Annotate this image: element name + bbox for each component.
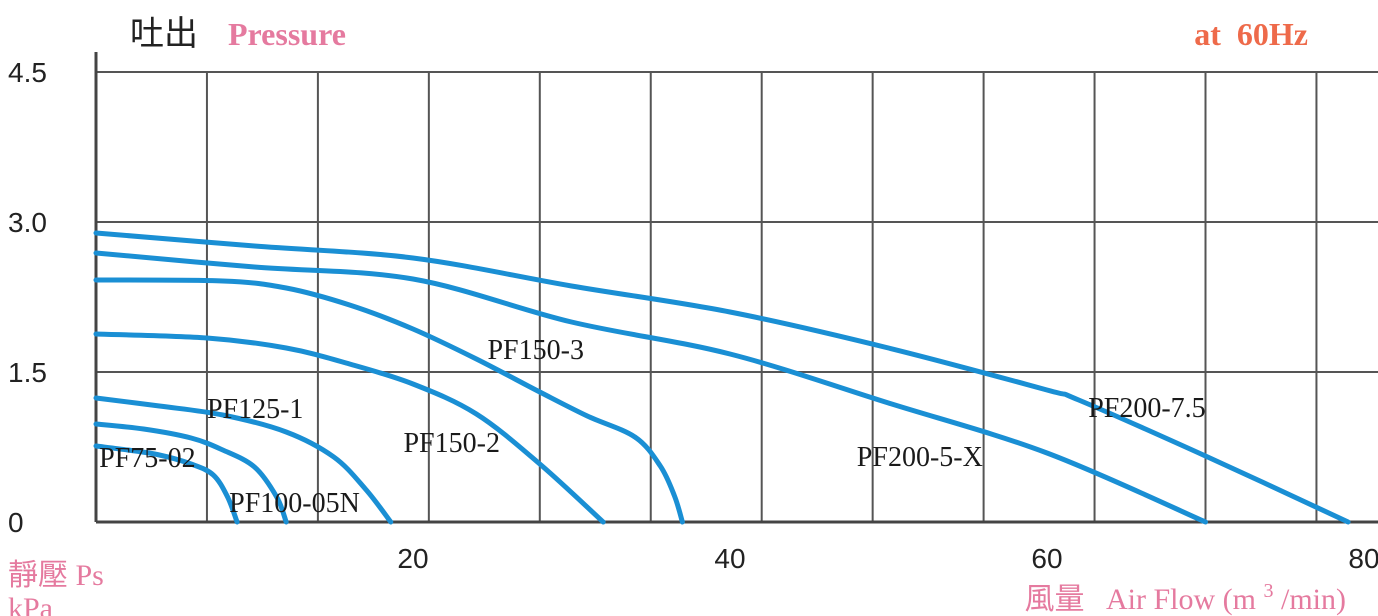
x-tick-label: 20 — [397, 543, 428, 574]
title-cn: 吐出 — [130, 14, 198, 54]
curve-pf75-02 — [93, 443, 240, 525]
axis-ticks: 0 1.5 3.0 4.5 20 40 60 80 — [8, 57, 1378, 574]
curve-label-pf200-5-x: PF200-5-X — [857, 442, 983, 473]
curves — [93, 230, 1351, 525]
y-axis-label: 靜壓 Ps — [8, 559, 104, 592]
x-tick-label: 80 — [1348, 543, 1378, 574]
y-tick-label: 3.0 — [8, 207, 47, 238]
frequency-label: at 60Hz — [1194, 16, 1308, 52]
curve-pf200-5-x — [93, 250, 1208, 525]
curve-labels: PF75-02 PF100-05N PF125-1 PF150-2 PF150-3 PF2… — [99, 335, 1206, 519]
curve-label-pf100-05n: PF100-05N — [229, 488, 360, 519]
x-axis-label: 風量 Air Flow (m 3 /min) — [1025, 571, 1347, 616]
chart-title: Pressure — [228, 16, 346, 52]
curve-label-pf125-1: PF125-1 — [207, 394, 303, 425]
x-axis-label-sup: 3 — [1264, 580, 1274, 602]
y-tick-label: 0 — [8, 507, 24, 538]
curve-label-pf75-02: PF75-02 — [99, 443, 195, 474]
curve-label-pf150-2: PF150-2 — [403, 428, 499, 459]
curve-label-pf200-7-5: PF200-7.5 — [1088, 393, 1205, 424]
y-tick-label: 4.5 — [8, 57, 47, 88]
x-axis-label-end: /min) — [1281, 583, 1346, 616]
curve-label-pf150-3: PF150-3 — [487, 335, 583, 366]
curve-pf200-7-5 — [93, 230, 1351, 525]
y-axis-unit: kPa — [8, 592, 53, 616]
curve-pf150-3 — [93, 277, 685, 525]
curve-pf125-1 — [93, 395, 394, 525]
y-tick-label: 1.5 — [8, 357, 47, 388]
x-axis-label-en: Air Flow (m — [1106, 583, 1256, 616]
curve-pf150-2 — [93, 331, 606, 525]
curve-pf100-05n — [93, 421, 289, 525]
x-axis-label-cn: 風量 — [1025, 583, 1085, 616]
x-tick-label: 40 — [714, 543, 745, 574]
x-tick-label: 60 — [1031, 543, 1062, 574]
